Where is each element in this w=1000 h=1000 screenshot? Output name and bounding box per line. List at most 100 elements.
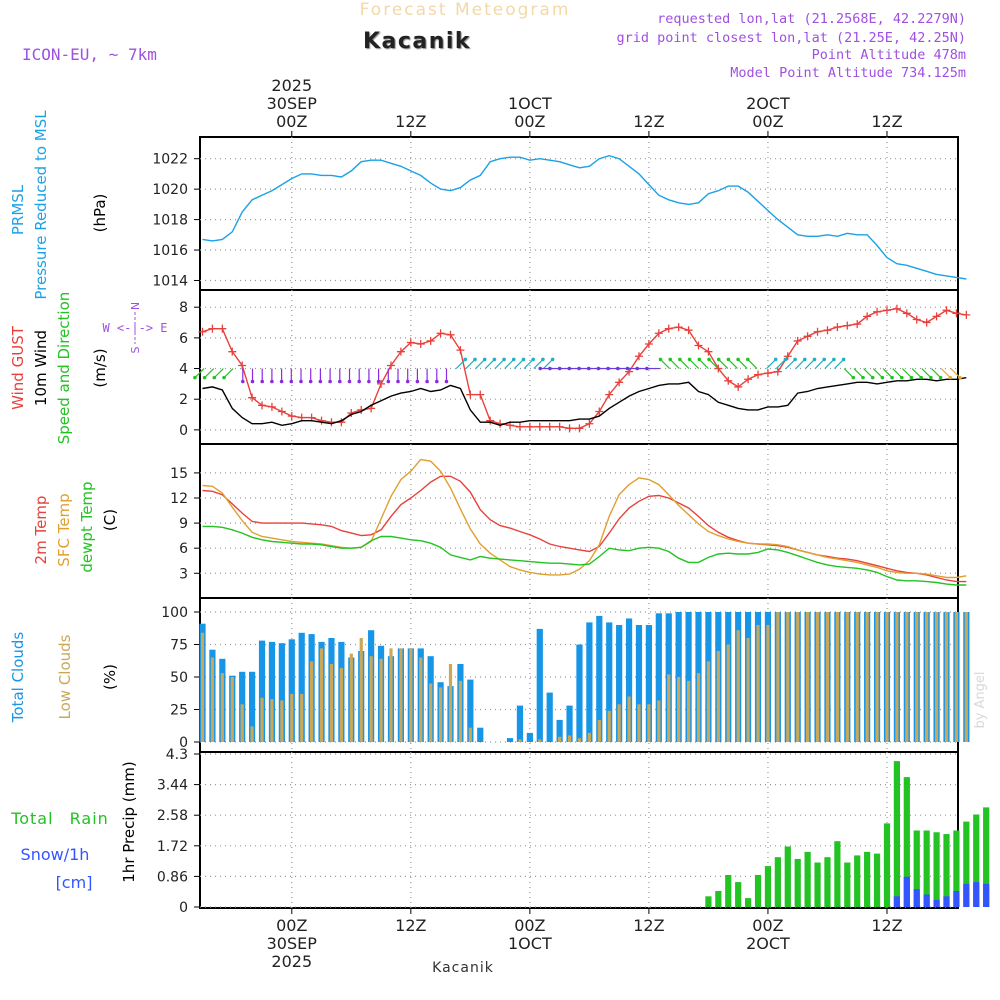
wind-arrow [679,359,690,369]
y-tick-label: 1020 [152,182,188,198]
wind-arrow [689,359,700,369]
total-clouds-label: Total Clouds [9,632,27,724]
gust-marker [724,376,733,385]
bar-low_clouds [260,697,264,742]
bar-low_clouds [270,699,274,742]
series-line-temp2m [202,475,967,583]
compass-n: N [129,302,142,310]
wind-arrow-head [279,379,284,384]
wind-arrow-head [577,366,581,371]
requested-coords: requested lon,lat (21.2568E, 42.2279N) [657,11,966,27]
bar-low_clouds [409,648,413,742]
wind-arrow-head [367,379,371,384]
gust-marker [674,323,683,332]
gust-marker [535,422,544,431]
gust-marker [853,320,862,329]
wind-arrow-head [736,357,740,362]
wind-arrow-head [635,366,639,371]
bar-low_clouds [567,735,572,742]
bar-low_clouds [835,612,839,742]
wind-arrow [523,359,534,369]
wind-arrow-head [803,357,807,362]
wind-arrow [747,359,758,369]
wind-arrow [727,359,738,369]
wind-arrow-head [948,375,953,380]
wind-arrow-head [668,357,672,362]
bar-low_clouds [607,710,611,742]
time-label: 12Z [871,916,902,935]
y-tick-label: 2.58 [157,808,188,824]
bar-low_clouds [746,638,750,742]
bar-low_clouds [448,664,453,742]
gust-marker [605,390,614,399]
wind-arrow-head [193,375,197,380]
bar-low_clouds [538,739,542,742]
time-label: 00Z [276,112,307,131]
wind-arrow [465,359,476,369]
wind-arrow-head [841,357,846,362]
wind-arrow-head [773,357,778,362]
bar-low_clouds [230,677,234,742]
bar-low_clouds [429,683,433,742]
wind-arrow-head [347,379,352,384]
bar-low_clouds [696,673,701,742]
wind-arrow-head [900,375,904,380]
panel-frame [199,136,959,291]
wind-arrow [940,368,951,379]
gust-marker [714,364,723,373]
wind-arrow [513,359,524,369]
bar-low_clouds [865,612,869,742]
y-tick-label: 8 [179,300,188,316]
bar-low_clouds [647,704,651,742]
panel-precipitation: 0 0.86 1.72 2.58 3.44 4.3 [157,747,990,916]
gust-marker [833,323,842,332]
bar-total_clouds [477,727,484,742]
bar-low_clouds [200,632,205,742]
wind-arrow-head [880,375,885,380]
bar-low_clouds [756,625,760,742]
bar-rain [715,890,722,907]
bar-low_clouds [577,738,582,742]
gust-marker [704,347,713,356]
bar-rain [844,862,851,907]
wind-arrow [911,368,922,379]
bar-low_clouds [399,648,403,742]
bar-low_clouds [796,612,800,742]
gust-marker [456,346,465,355]
bar-low_clouds [587,732,591,742]
bar-low_clouds [766,625,770,742]
bar-low_clouds [389,648,393,742]
bar-low_clouds [240,704,244,742]
y-tick-label: 100 [161,605,188,621]
bar-rain [933,832,940,907]
bar-rain [903,777,910,907]
panel-labels: PRMSL Pressure Reduced to MSL (hPa) Wind GU… [9,110,168,892]
wind-arrow-head [492,357,497,362]
wind-arrow [543,359,554,369]
bar-low_clouds [349,653,353,742]
wind-arrow [824,359,835,369]
wind-arrow-head [463,357,468,362]
wind-arrow-head [687,357,692,362]
y-tick-label: 9 [179,516,188,532]
wind-arrow-head [241,379,245,384]
series-line-pressure [202,154,967,280]
bar-low_clouds [934,612,939,742]
wind-arrow [785,359,796,369]
y-tick-label: 1014 [152,273,188,289]
bar-low_clouds [875,612,879,742]
bar-total_clouds [298,632,305,742]
bar-low_clouds [667,674,671,742]
bar-low_clouds [815,612,820,742]
y-tick-label: 50 [170,670,188,686]
gust-marker [902,309,911,318]
wind-arrow [834,359,845,369]
bar-low_clouds [845,612,849,742]
snow-label: Snow/1h [21,845,90,864]
gust-marker [287,412,296,421]
bar-low_clouds [637,704,641,742]
wind-arrow-head [557,366,562,371]
bar-total_clouds [278,643,285,742]
bar-total_clouds [536,628,543,742]
wind-arrow-head [697,357,702,362]
